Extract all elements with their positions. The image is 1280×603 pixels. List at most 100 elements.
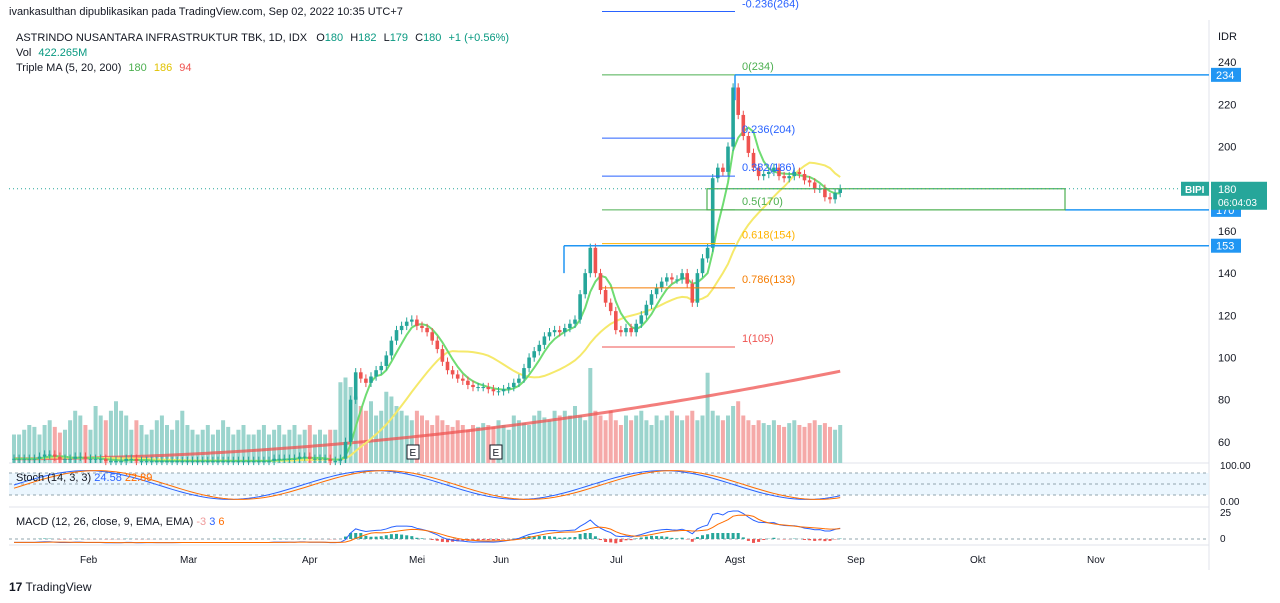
volume-bar [562,410,567,463]
candle-body [501,389,506,392]
volume-bar [180,410,185,463]
candle-body [134,458,139,461]
candle-body [32,458,37,460]
volume-bar [537,410,542,463]
volume-value: 422.265M [38,47,88,59]
volume-bar [522,423,526,463]
candle-body [165,460,169,462]
candle-body [614,311,618,331]
earnings-marker-label: E [410,448,417,459]
volume-bar [134,420,139,463]
volume-bar [613,420,618,463]
macd-hist-bar [379,536,383,539]
volume-label[interactable]: Vol [16,47,32,59]
volume-bar [583,420,588,463]
volume-bar [57,432,62,463]
candle-body [450,370,455,375]
candle-body [741,114,746,137]
volume-bar [323,434,328,463]
volume-bar [624,415,628,463]
ohlc: O180 H182 L179 C180 +1 (+0.56%) [316,32,513,44]
candle-body [573,319,577,324]
candle-body [389,340,394,356]
volume-bar [231,434,236,463]
fib-level-label: 0.382(186) [742,162,795,174]
volume-bar [409,420,414,463]
candle-body [700,258,705,274]
candle-body [328,458,332,461]
volume-bar [547,420,552,463]
candle-body [190,460,195,462]
volume-bar [114,401,118,463]
volume-bar [797,425,802,463]
volume-bar [246,434,251,463]
candle-body [583,273,587,295]
candle-body [537,344,542,352]
candle-body [308,456,312,459]
tradingview-brand[interactable]: 17 TradingView [9,580,92,594]
attribution: ivankasulthan dipublikasikan pada Tradin… [9,6,403,18]
candle-body [185,460,190,462]
candle-body [27,458,32,460]
x-tick-label: Agst [725,555,745,566]
macd-hist-bar [614,539,618,544]
last-price-tag [1211,181,1267,210]
volume-bar [307,425,312,463]
macd-signal-line [14,514,841,544]
candle-body [17,458,21,460]
stoch-d-line [13,470,841,500]
volume-bar [450,426,455,463]
volume-bar [251,434,256,463]
volume-bar [726,415,730,463]
candle-body [109,460,113,462]
volume-bar [664,415,669,463]
currency-label: IDR [1218,31,1237,43]
candle-body [318,458,322,460]
x-tick-label: Mei [409,555,425,566]
candle-body [777,167,781,177]
volume-bar [312,434,317,463]
volume-bar [73,410,78,463]
volume-bar [838,425,843,463]
candle-body [22,458,26,460]
candle-body [144,460,149,462]
ma-label[interactable]: Triple MA (5, 20, 200) [16,62,122,74]
last-price-label: 180 [1218,184,1236,196]
countdown-label: 06:04:03 [1218,198,1257,209]
volume-bar [516,420,521,463]
macd-hist-bar [395,533,398,539]
change-value: +1 (+0.56%) [448,32,510,44]
candle-body [746,136,751,153]
volume-bar [792,420,797,463]
macd-hist-bar [410,536,414,539]
candle-body [440,349,445,362]
volume-bar [771,420,776,463]
volume-bar [649,425,654,463]
macd-hist-bar [481,539,485,541]
macd-axis-label: 25 [1220,508,1232,519]
volume-bar [761,423,766,463]
candle-body [578,294,582,320]
macd-hist-bar [344,536,347,539]
volume-bar [12,434,16,463]
candle-body [782,176,786,179]
y-tick-label: 100 [1218,353,1236,365]
y-tick-label: 80 [1218,395,1230,407]
candle-body [547,332,552,337]
candle-body [654,287,659,295]
symbol-name[interactable]: ASTRINDO NUSANTARA INFRASTRUKTUR TBK, 1D… [16,32,308,44]
volume-bar [593,410,598,463]
macd-hist-bar [553,536,557,539]
stoch-label[interactable]: Stoch (14, 3, 3) [16,472,92,484]
volume-bar [379,410,384,463]
macd-hist-bar [415,537,419,539]
macd-label[interactable]: MACD (12, 26, close, 9, EMA, EMA) [16,516,194,528]
volume-bar [272,429,277,463]
volume-bar [241,425,246,463]
macd-hist-bar [772,537,776,539]
candle-body [608,302,613,312]
volume-bar [292,425,297,463]
volume-bar [17,434,22,463]
candle-body [47,454,52,456]
